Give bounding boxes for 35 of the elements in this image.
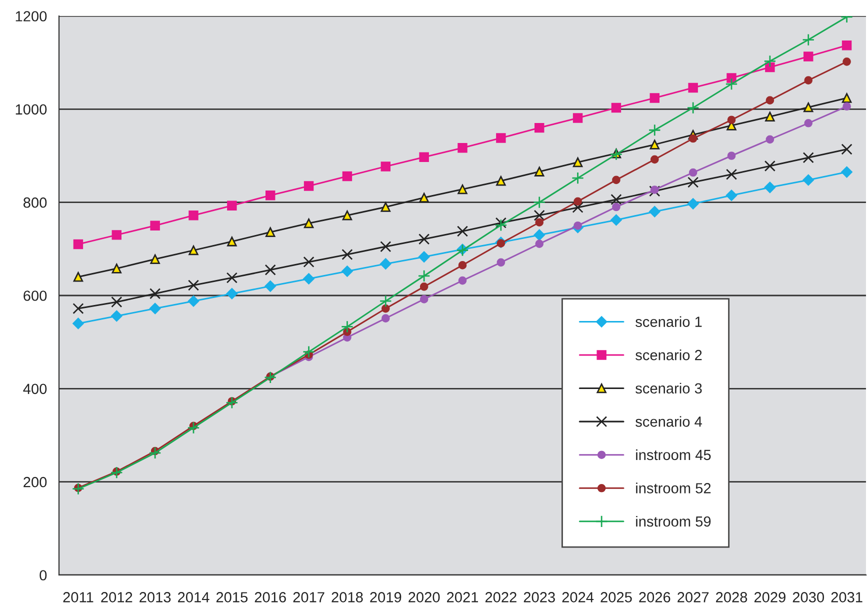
x-tick-label: 2011 bbox=[63, 592, 94, 602]
x-tick-label: 2030 bbox=[792, 592, 824, 602]
x-tick-label: 2018 bbox=[332, 592, 363, 602]
x-tick-label: 2024 bbox=[562, 592, 594, 602]
x-tick-label: 2028 bbox=[716, 592, 748, 602]
y-tick-label: 1000 bbox=[16, 104, 47, 115]
y-tick-label: 1200 bbox=[16, 11, 47, 22]
x-tick-label: 2015 bbox=[216, 592, 248, 602]
y-tick-label: 800 bbox=[24, 197, 47, 208]
x-tick-label: 2022 bbox=[485, 592, 516, 602]
legend-label: scenario 2 bbox=[636, 350, 702, 360]
legend-label: instroom 52 bbox=[636, 482, 711, 494]
x-tick-label: 2012 bbox=[101, 592, 132, 602]
x-tick-label: 2025 bbox=[600, 592, 632, 602]
x-tick-label: 2027 bbox=[678, 592, 709, 602]
x-tick-label: 2020 bbox=[408, 592, 440, 602]
legend-label: scenario 1 bbox=[636, 316, 702, 327]
y-tick-label: 0 bbox=[40, 570, 47, 580]
legend-label: instroom 59 bbox=[636, 516, 711, 527]
y-tick-label: 400 bbox=[23, 384, 47, 394]
legend-label: scenario 3 bbox=[636, 382, 702, 394]
y-tick-label: 600 bbox=[24, 290, 47, 301]
x-tick-label: 2013 bbox=[140, 592, 171, 602]
x-tick-label: 2019 bbox=[370, 592, 402, 602]
x-tick-label: 2021 bbox=[447, 592, 478, 602]
x-tick-label: 2017 bbox=[293, 592, 324, 602]
x-tick-label: 2016 bbox=[254, 592, 286, 602]
legend-label: instroom 45 bbox=[636, 449, 711, 460]
x-tick-label: 2031 bbox=[831, 592, 862, 602]
x-tick-label: 2029 bbox=[754, 592, 786, 602]
x-tick-label: 2026 bbox=[639, 592, 670, 602]
x-tick-label: 2014 bbox=[178, 592, 210, 602]
x-tick-label: 2023 bbox=[524, 592, 555, 602]
legend-label: scenario 4 bbox=[636, 416, 702, 427]
y-tick-label: 200 bbox=[24, 476, 47, 488]
